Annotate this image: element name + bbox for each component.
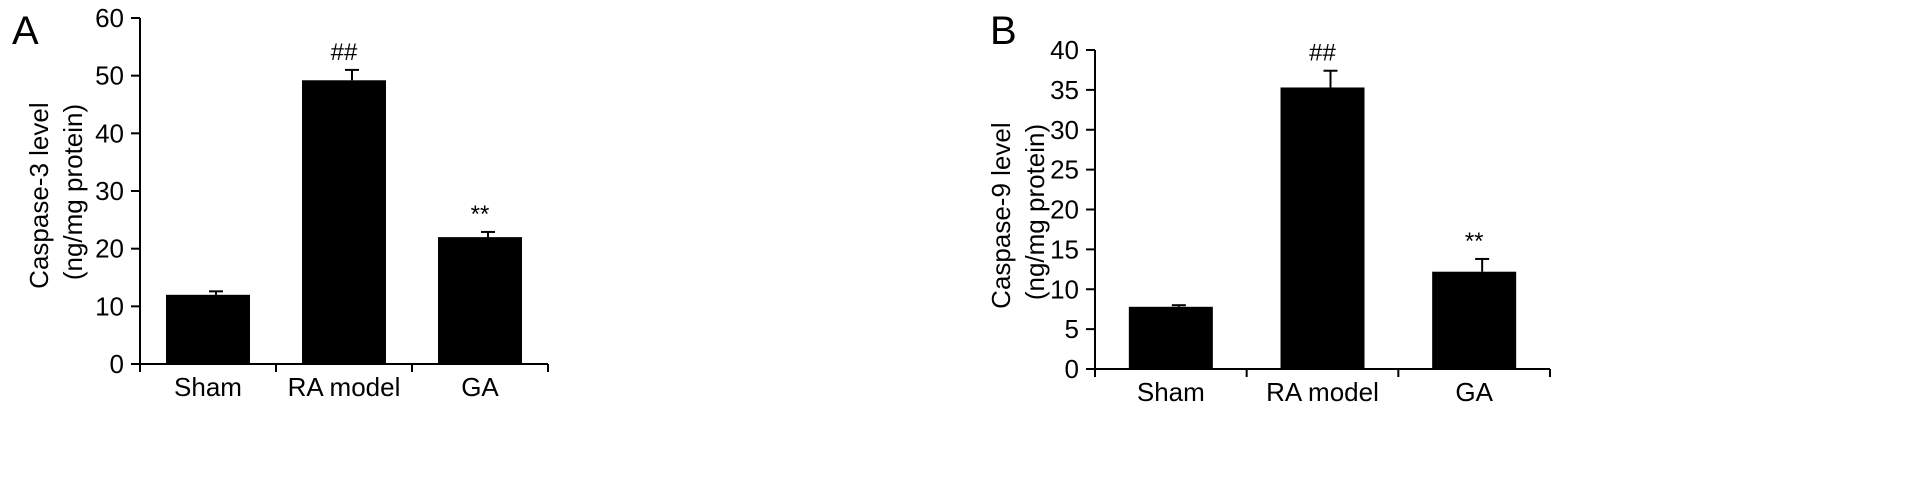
significance-label: ##: [331, 39, 358, 66]
y-axis-title-line-1: Caspase-3 level: [24, 102, 54, 288]
significance-label: **: [471, 201, 490, 228]
y-ticks: 0 5 10 15 20 25 30 35 40: [1050, 35, 1095, 384]
x-tick-label: Sham: [174, 372, 242, 402]
y-tick-label: 5: [1065, 314, 1079, 344]
bars: ## **: [1128, 40, 1517, 370]
significance-label: ##: [1309, 40, 1336, 67]
y-ticks: 0 10 20 30 40 50 60: [95, 3, 140, 379]
y-tick-label: 60: [95, 3, 124, 33]
y-tick-label: 25: [1050, 155, 1079, 185]
y-tick-label: 40: [95, 118, 124, 148]
y-tick-label: 0: [110, 349, 124, 379]
panel-label: B: [990, 9, 1017, 53]
y-tick-label: 10: [1050, 274, 1079, 304]
y-axis-title-line-1: Caspase-9 level: [986, 122, 1016, 308]
y-axis-title: Caspase-9 level (ng/mg protein): [986, 115, 1050, 309]
bar: [1432, 271, 1517, 369]
y-tick-label: 0: [1065, 354, 1079, 384]
y-axis-title: Caspase-3 level (ng/mg protein): [24, 95, 88, 289]
y-tick-label: 30: [1050, 115, 1079, 145]
x-ticks: Sham RA model GA: [1094, 369, 1551, 407]
bar: [302, 80, 386, 364]
x-tick-label: RA model: [288, 372, 401, 402]
x-tick-label: Sham: [1137, 377, 1205, 407]
panel-b: B Caspase-9 level (ng/mg protein) 0 5 10 15…: [986, 9, 1551, 407]
y-tick-label: 20: [1050, 195, 1079, 225]
bar: [438, 237, 522, 364]
x-tick-label: RA model: [1266, 377, 1379, 407]
x-ticks: Sham RA model GA: [139, 364, 549, 402]
y-tick-label: 20: [95, 234, 124, 264]
y-tick-label: 35: [1050, 75, 1079, 105]
bar: [1280, 87, 1365, 370]
y-tick-label: 40: [1050, 35, 1079, 65]
x-tick-label: GA: [1455, 377, 1493, 407]
y-tick-label: 15: [1050, 234, 1079, 264]
bar: [1128, 306, 1213, 369]
bar: [166, 294, 250, 364]
y-tick-label: 30: [95, 176, 124, 206]
significance-label: **: [1465, 228, 1484, 255]
x-tick-label: GA: [461, 372, 499, 402]
y-tick-label: 50: [95, 61, 124, 91]
y-axis-title-line-2: (ng/mg protein): [58, 104, 88, 280]
panel-a: A Caspase-3 level (ng/mg protein) 0 10 20 3…: [12, 3, 549, 402]
y-axis-title-line-2: (ng/mg protein): [1020, 124, 1050, 300]
bars: ## **: [166, 39, 522, 364]
y-tick-label: 10: [95, 291, 124, 321]
panel-label: A: [12, 9, 39, 53]
